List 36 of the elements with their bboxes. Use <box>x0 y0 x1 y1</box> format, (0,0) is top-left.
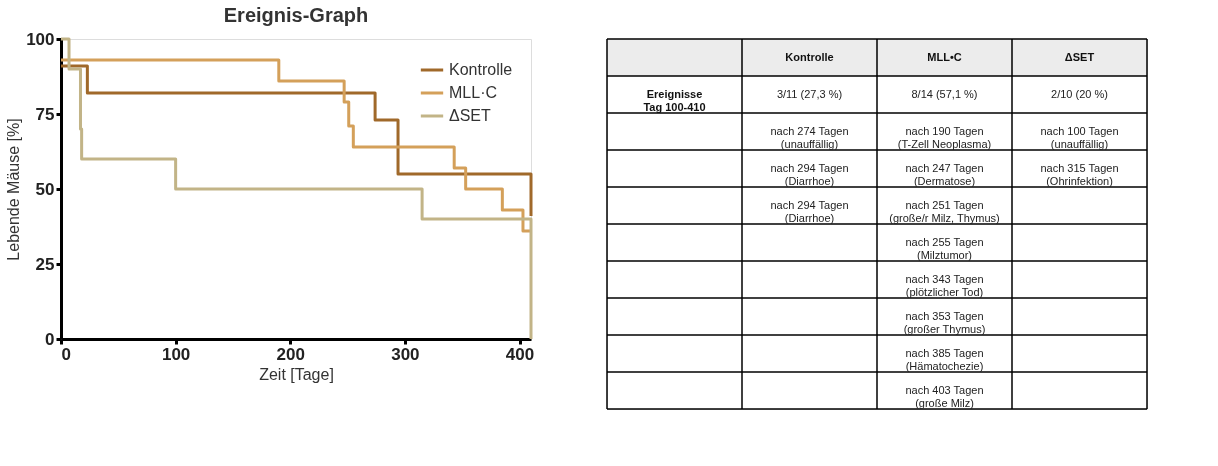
text: nach 251 Tagen (große/r Milz, Thymus) <box>889 198 1000 224</box>
y-tick-label: 50 <box>35 179 55 199</box>
text: nach 274 Tagen (unauffällig) <box>770 124 849 150</box>
text: nach 294 Tagen (Diarrhoe) <box>770 161 849 187</box>
text: nach 294 Tagen (Diarrhoe) <box>770 198 849 224</box>
text: nach 255 Tagen (Milztumor) <box>905 235 984 261</box>
category-label: MLL•C <box>927 50 962 63</box>
y-tick-label: 25 <box>35 254 55 274</box>
legend-label: ΔSET <box>449 107 492 124</box>
x-tick-label: 100 <box>161 344 191 364</box>
text: 3/11 (27,3 %) <box>776 87 843 100</box>
x-axis-title: Zeit [Tage] <box>259 365 334 383</box>
text: 8/14 (57,1 %) <box>911 87 978 100</box>
category-label: Ereignisse Tag 100-410 <box>643 87 706 113</box>
x-tick-label: 200 <box>276 344 305 364</box>
legend-label: MLL·C <box>449 84 498 101</box>
text: nach 403 Tagen (große Milz) <box>905 383 984 409</box>
text: nach 190 Tagen (T-Zell Neoplasma) <box>897 124 992 150</box>
category-label: ΔSET <box>1064 50 1095 63</box>
y-tick-label: 0 <box>45 329 55 349</box>
text: nach 247 Tagen (Dermatose) <box>905 161 984 187</box>
chart-title: Ereignis-Graph <box>223 4 369 26</box>
text: nach 343 Tagen (plötzlicher Tod) <box>905 272 984 298</box>
text: nach 385 Tagen (Hämatochezie) <box>905 346 984 372</box>
text: 2/10 (20 %) <box>1051 87 1108 100</box>
y-axis-title: Lebende Mäuse [%] <box>5 118 23 261</box>
y-tick-label: 100 <box>26 29 55 49</box>
x-tick-label: 300 <box>391 344 420 364</box>
x-tick-label: 0 <box>61 344 71 364</box>
text: nach 315 Tagen (Ohrinfektion) <box>1040 161 1119 187</box>
text: nach 100 Tagen (unauffällig) <box>1040 124 1119 150</box>
legend-label: Kontrolle <box>449 61 513 78</box>
x-tick-label: 400 <box>505 344 535 364</box>
y-tick-label: 75 <box>35 104 55 124</box>
text: nach 353 Tagen (großer Thymus) <box>903 309 986 335</box>
category-label: Kontrolle <box>785 50 834 63</box>
